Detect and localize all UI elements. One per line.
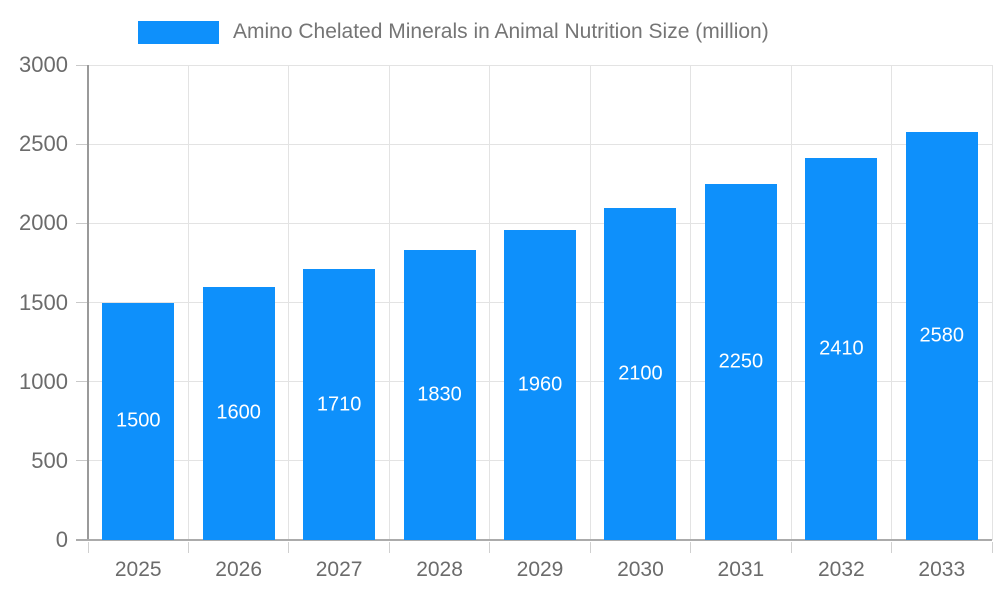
y-axis-tick-label: 0 [55, 527, 68, 552]
x-axis-tick [991, 542, 993, 553]
x-axis-tick-label: 2031 [717, 558, 765, 581]
bar-2029: 1960 [504, 229, 576, 540]
bar-2028: 1830 [403, 250, 476, 540]
h-gridline [88, 143, 992, 145]
x-axis-tick [690, 542, 692, 553]
x-axis-tick [87, 542, 89, 553]
legend-swatch [138, 20, 219, 44]
x-axis-tick [489, 542, 491, 553]
x-axis-tick-label: 2028 [416, 558, 463, 581]
x-axis-tick [589, 542, 591, 553]
v-gridline [790, 65, 792, 540]
bar-value-label: 2250 [718, 350, 764, 373]
y-axis-tick-label: 2500 [19, 131, 68, 157]
x-axis-tick [790, 542, 792, 553]
y-axis-tick-label: 1500 [19, 289, 68, 315]
v-gridline [991, 65, 993, 540]
v-gridline [589, 65, 591, 540]
y-axis-tick [76, 64, 88, 66]
y-axis-tick [76, 460, 88, 462]
x-axis-tick [891, 542, 893, 553]
x-axis-line [76, 539, 992, 541]
x-axis-tick-label: 2030 [617, 558, 664, 581]
bar-value-label: 2580 [919, 324, 965, 347]
x-axis-tick [288, 542, 290, 553]
y-axis-line [87, 65, 89, 540]
bar-2026: 1600 [202, 286, 275, 540]
v-gridline [288, 65, 290, 540]
h-gridline [88, 222, 992, 224]
x-axis-tick-label: 2025 [114, 558, 162, 581]
bar-value-label: 1600 [216, 401, 261, 424]
y-axis-tick [76, 143, 88, 145]
bar-value-label: 2100 [618, 362, 663, 385]
bar-2025: 1500 [102, 302, 175, 540]
bar-2033: 2580 [905, 131, 978, 540]
h-gridline [88, 64, 992, 66]
x-axis-tick-label: 2032 [817, 558, 865, 581]
y-axis-tick-label: 2000 [19, 210, 68, 236]
v-gridline [489, 65, 491, 540]
y-axis-tick [76, 302, 88, 303]
legend-label: Amino Chelated Minerals in Animal Nutrit… [233, 20, 769, 43]
x-axis-tick [187, 542, 189, 553]
y-axis-tick-label: 500 [31, 447, 68, 473]
plot-area: 1500 1600 1710 1830 1960 2100 2250 2410 2580 [76, 64, 993, 553]
bar-value-label: 1710 [316, 393, 362, 416]
y-axis-tick-label: 3000 [19, 52, 68, 77]
v-gridline [690, 65, 692, 540]
y-axis-tick [76, 222, 88, 224]
y-axis-tick-label: 1000 [19, 368, 68, 394]
bar-value-label: 1960 [517, 373, 563, 396]
y-axis-tick [76, 381, 88, 383]
x-axis-tick-label: 2029 [516, 558, 564, 581]
bar-2032: 2410 [805, 158, 878, 540]
x-axis-tick-label: 2026 [215, 558, 263, 581]
bar-2030: 2100 [604, 207, 677, 540]
bar-value-label: 1500 [115, 409, 161, 432]
x-axis-tick [388, 542, 390, 553]
x-axis-tick-label: 2033 [918, 558, 966, 581]
bar-value-label: 2410 [819, 337, 864, 360]
bar-2027: 1710 [303, 269, 376, 540]
bar-2031: 2250 [704, 183, 777, 540]
x-axis-tick-label: 2027 [315, 558, 363, 581]
bar-value-label: 1830 [417, 383, 462, 406]
v-gridline [891, 65, 893, 540]
v-gridline [187, 65, 189, 540]
v-gridline [388, 65, 390, 540]
chart-legend: Amino Chelated Minerals in Animal Nutrit… [138, 16, 769, 48]
